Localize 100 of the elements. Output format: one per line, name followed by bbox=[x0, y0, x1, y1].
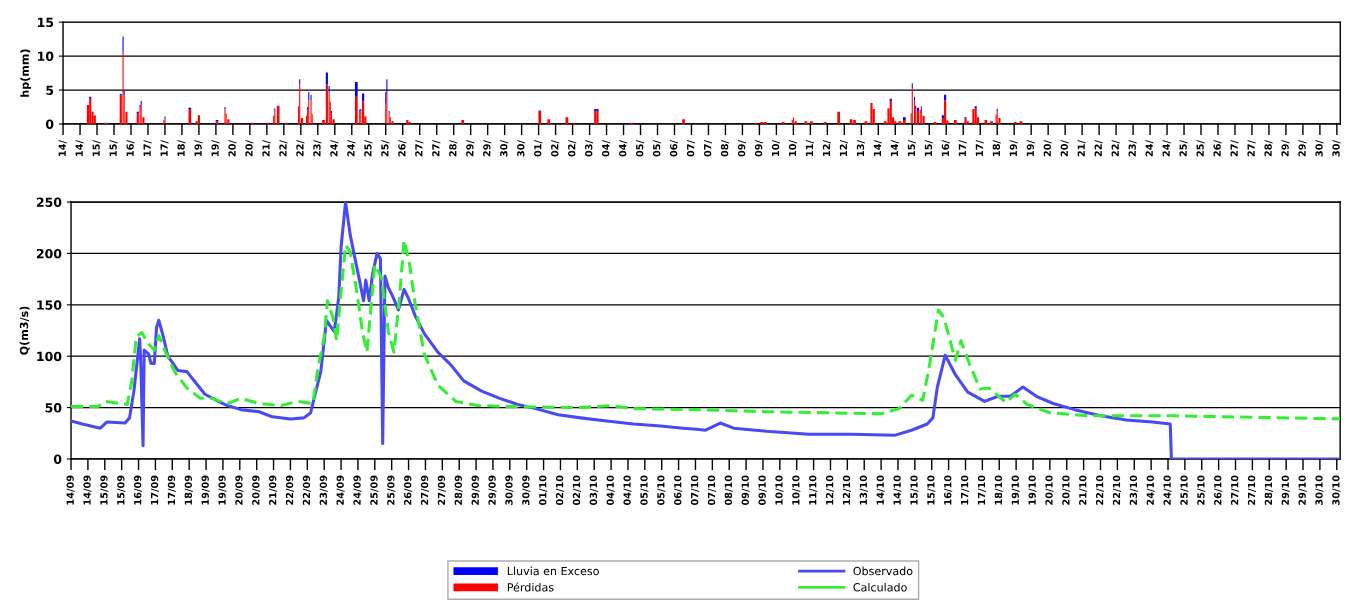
x-tick-label: 27/ bbox=[432, 139, 441, 157]
x-tick-label: 02/10 bbox=[555, 475, 565, 506]
x-tick-label: 17/ bbox=[975, 139, 984, 156]
x-tick-label: 15/ bbox=[924, 139, 933, 156]
x-tick-label: 30/ bbox=[1332, 139, 1341, 157]
x-tick-label: 20/10 bbox=[1062, 475, 1071, 505]
x-tick-label: 07/ bbox=[703, 139, 713, 157]
x-tick-label: 20/ bbox=[1043, 139, 1052, 157]
x-tick-label: 09/ bbox=[737, 139, 747, 157]
x-tick-label: 05/ bbox=[635, 139, 645, 157]
x-tick-label: 19/09 bbox=[218, 475, 227, 505]
x-tick-label: 17/09 bbox=[167, 475, 176, 505]
x-tick-label: 17/ bbox=[958, 139, 967, 156]
x-tick-label: 16/10 bbox=[944, 475, 953, 505]
x-tick-label: 26/09 bbox=[404, 475, 413, 505]
x-tick-label: 20/ bbox=[1060, 139, 1069, 157]
x-tick-label: 22/ bbox=[296, 139, 305, 157]
x-tick-label: 03/10 bbox=[589, 475, 598, 506]
y-axis-title: Q(m3/s) bbox=[19, 306, 30, 355]
x-tick-label: 24/09 bbox=[336, 475, 345, 505]
x-tick-label: 15/10 bbox=[927, 475, 936, 505]
x-tick-label: 08/ bbox=[720, 139, 730, 157]
x-tick-label: 29/ bbox=[1298, 139, 1307, 157]
x-tick-label: 21/09 bbox=[269, 475, 278, 505]
x-tick-label: 18/10 bbox=[994, 475, 1003, 505]
x-tick-label: 23/10 bbox=[1129, 475, 1138, 505]
x-tick-label: 05/ bbox=[652, 139, 662, 157]
x-tick-label: 14/10 bbox=[893, 475, 902, 505]
x-tick-label: 04/ bbox=[602, 139, 611, 157]
x-tick-label: 29/ bbox=[483, 139, 492, 157]
y-tick-label: 0 bbox=[53, 454, 62, 464]
x-tick-label: 02/ bbox=[568, 139, 577, 157]
x-tick-label: 24/10 bbox=[1146, 475, 1155, 505]
x-tick-label: 28/09 bbox=[454, 475, 463, 505]
x-tick-label: 30/ bbox=[517, 139, 526, 157]
x-tick-label: 10/ bbox=[771, 139, 780, 156]
x-tick-label: 09/10 bbox=[758, 475, 767, 506]
y-tick-label: 250 bbox=[36, 197, 62, 207]
x-tick-label: 20/09 bbox=[235, 475, 244, 505]
x-tick-label: 17/10 bbox=[960, 475, 970, 505]
x-tick-label: 29/09 bbox=[471, 475, 480, 505]
x-tick-label: 27/ bbox=[1247, 139, 1256, 157]
x-tick-label: 30/10 bbox=[1315, 475, 1324, 505]
x-tick-label: 27/09 bbox=[420, 475, 430, 505]
x-tick-label: 25/ bbox=[1179, 139, 1188, 157]
x-tick-label: 14/10 bbox=[876, 475, 885, 505]
y-tick-label: 50 bbox=[45, 403, 62, 413]
x-tick-label: 22/09 bbox=[285, 475, 295, 505]
x-tick-label: 15/09 bbox=[117, 475, 126, 505]
x-tick-label: 28/ bbox=[449, 139, 458, 157]
y-tick-label: 100 bbox=[37, 351, 62, 362]
x-tick-label: 24/10 bbox=[1163, 475, 1172, 505]
x-tick-label: 19/10 bbox=[1028, 475, 1037, 505]
x-tick-label: 21/10 bbox=[1079, 475, 1088, 505]
x-tick-label: 11/ bbox=[805, 139, 814, 156]
x-tick-label: 24/ bbox=[347, 139, 356, 157]
x-tick-label: 19/ bbox=[1009, 139, 1018, 156]
x-tick-label: 17/ bbox=[143, 139, 152, 156]
x-tick-label: 06/ bbox=[669, 139, 679, 157]
x-tick-label: 15/ bbox=[109, 139, 118, 156]
x-tick-label: 25/ bbox=[1196, 139, 1205, 157]
x-tick-label: 25/10 bbox=[1180, 475, 1189, 505]
x-tick-label: 30/09 bbox=[505, 475, 514, 505]
x-tick-label: 01/ bbox=[534, 139, 543, 157]
x-tick-label: 25/ bbox=[364, 139, 373, 157]
x-tick-label: 25/09 bbox=[370, 475, 379, 505]
x-tick-label: 13/10 bbox=[859, 475, 868, 505]
x-tick-label: 30/09 bbox=[522, 475, 531, 505]
x-tick-label: 27/ bbox=[415, 139, 424, 157]
x-tick-label: 21/ bbox=[1077, 139, 1086, 157]
x-tick-label: 22/ bbox=[279, 139, 288, 157]
x-tick-label: 15/10 bbox=[910, 475, 919, 505]
x-tick-label: 16/09 bbox=[134, 475, 143, 505]
y-axis-title: hp(mm) bbox=[20, 49, 32, 97]
x-tick-label: 30/ bbox=[500, 139, 509, 157]
x-tick-label: 14/ bbox=[873, 139, 882, 156]
x-tick-label: 19/ bbox=[1026, 139, 1035, 156]
x-tick-label: 12/10 bbox=[825, 475, 835, 505]
x-tick-label: 29/10 bbox=[1281, 475, 1290, 505]
x-tick-label: 18/ bbox=[992, 139, 1001, 156]
legend-label: Calculado bbox=[853, 582, 907, 592]
x-tick-label: 06/10 bbox=[674, 475, 683, 506]
x-tick-label: 09/10 bbox=[741, 475, 750, 506]
x-tick-label: 22/ bbox=[1094, 139, 1103, 157]
x-tick-label: 30/10 bbox=[1332, 475, 1341, 505]
x-tick-label: 04/ bbox=[619, 139, 628, 157]
x-tick-label: 24/ bbox=[1162, 139, 1171, 157]
x-tick-label: 11/10 bbox=[809, 475, 818, 505]
x-tick-label: 15/ bbox=[92, 139, 101, 156]
x-tick-label: 24/ bbox=[330, 139, 339, 157]
x-tick-label: 09/ bbox=[754, 139, 763, 157]
y-tick-label: 0 bbox=[45, 119, 54, 129]
x-tick-label: 22/09 bbox=[302, 475, 311, 505]
x-tick-label: 23/ bbox=[313, 139, 322, 157]
x-tick-label: 19/ bbox=[194, 139, 203, 156]
x-tick-label: 12/10 bbox=[842, 475, 851, 505]
y-tick-label: 200 bbox=[36, 248, 62, 259]
x-tick-label: 20/09 bbox=[252, 475, 261, 505]
x-tick-label: 14/09 bbox=[83, 475, 92, 505]
x-tick-label: 07/10 bbox=[690, 475, 700, 506]
